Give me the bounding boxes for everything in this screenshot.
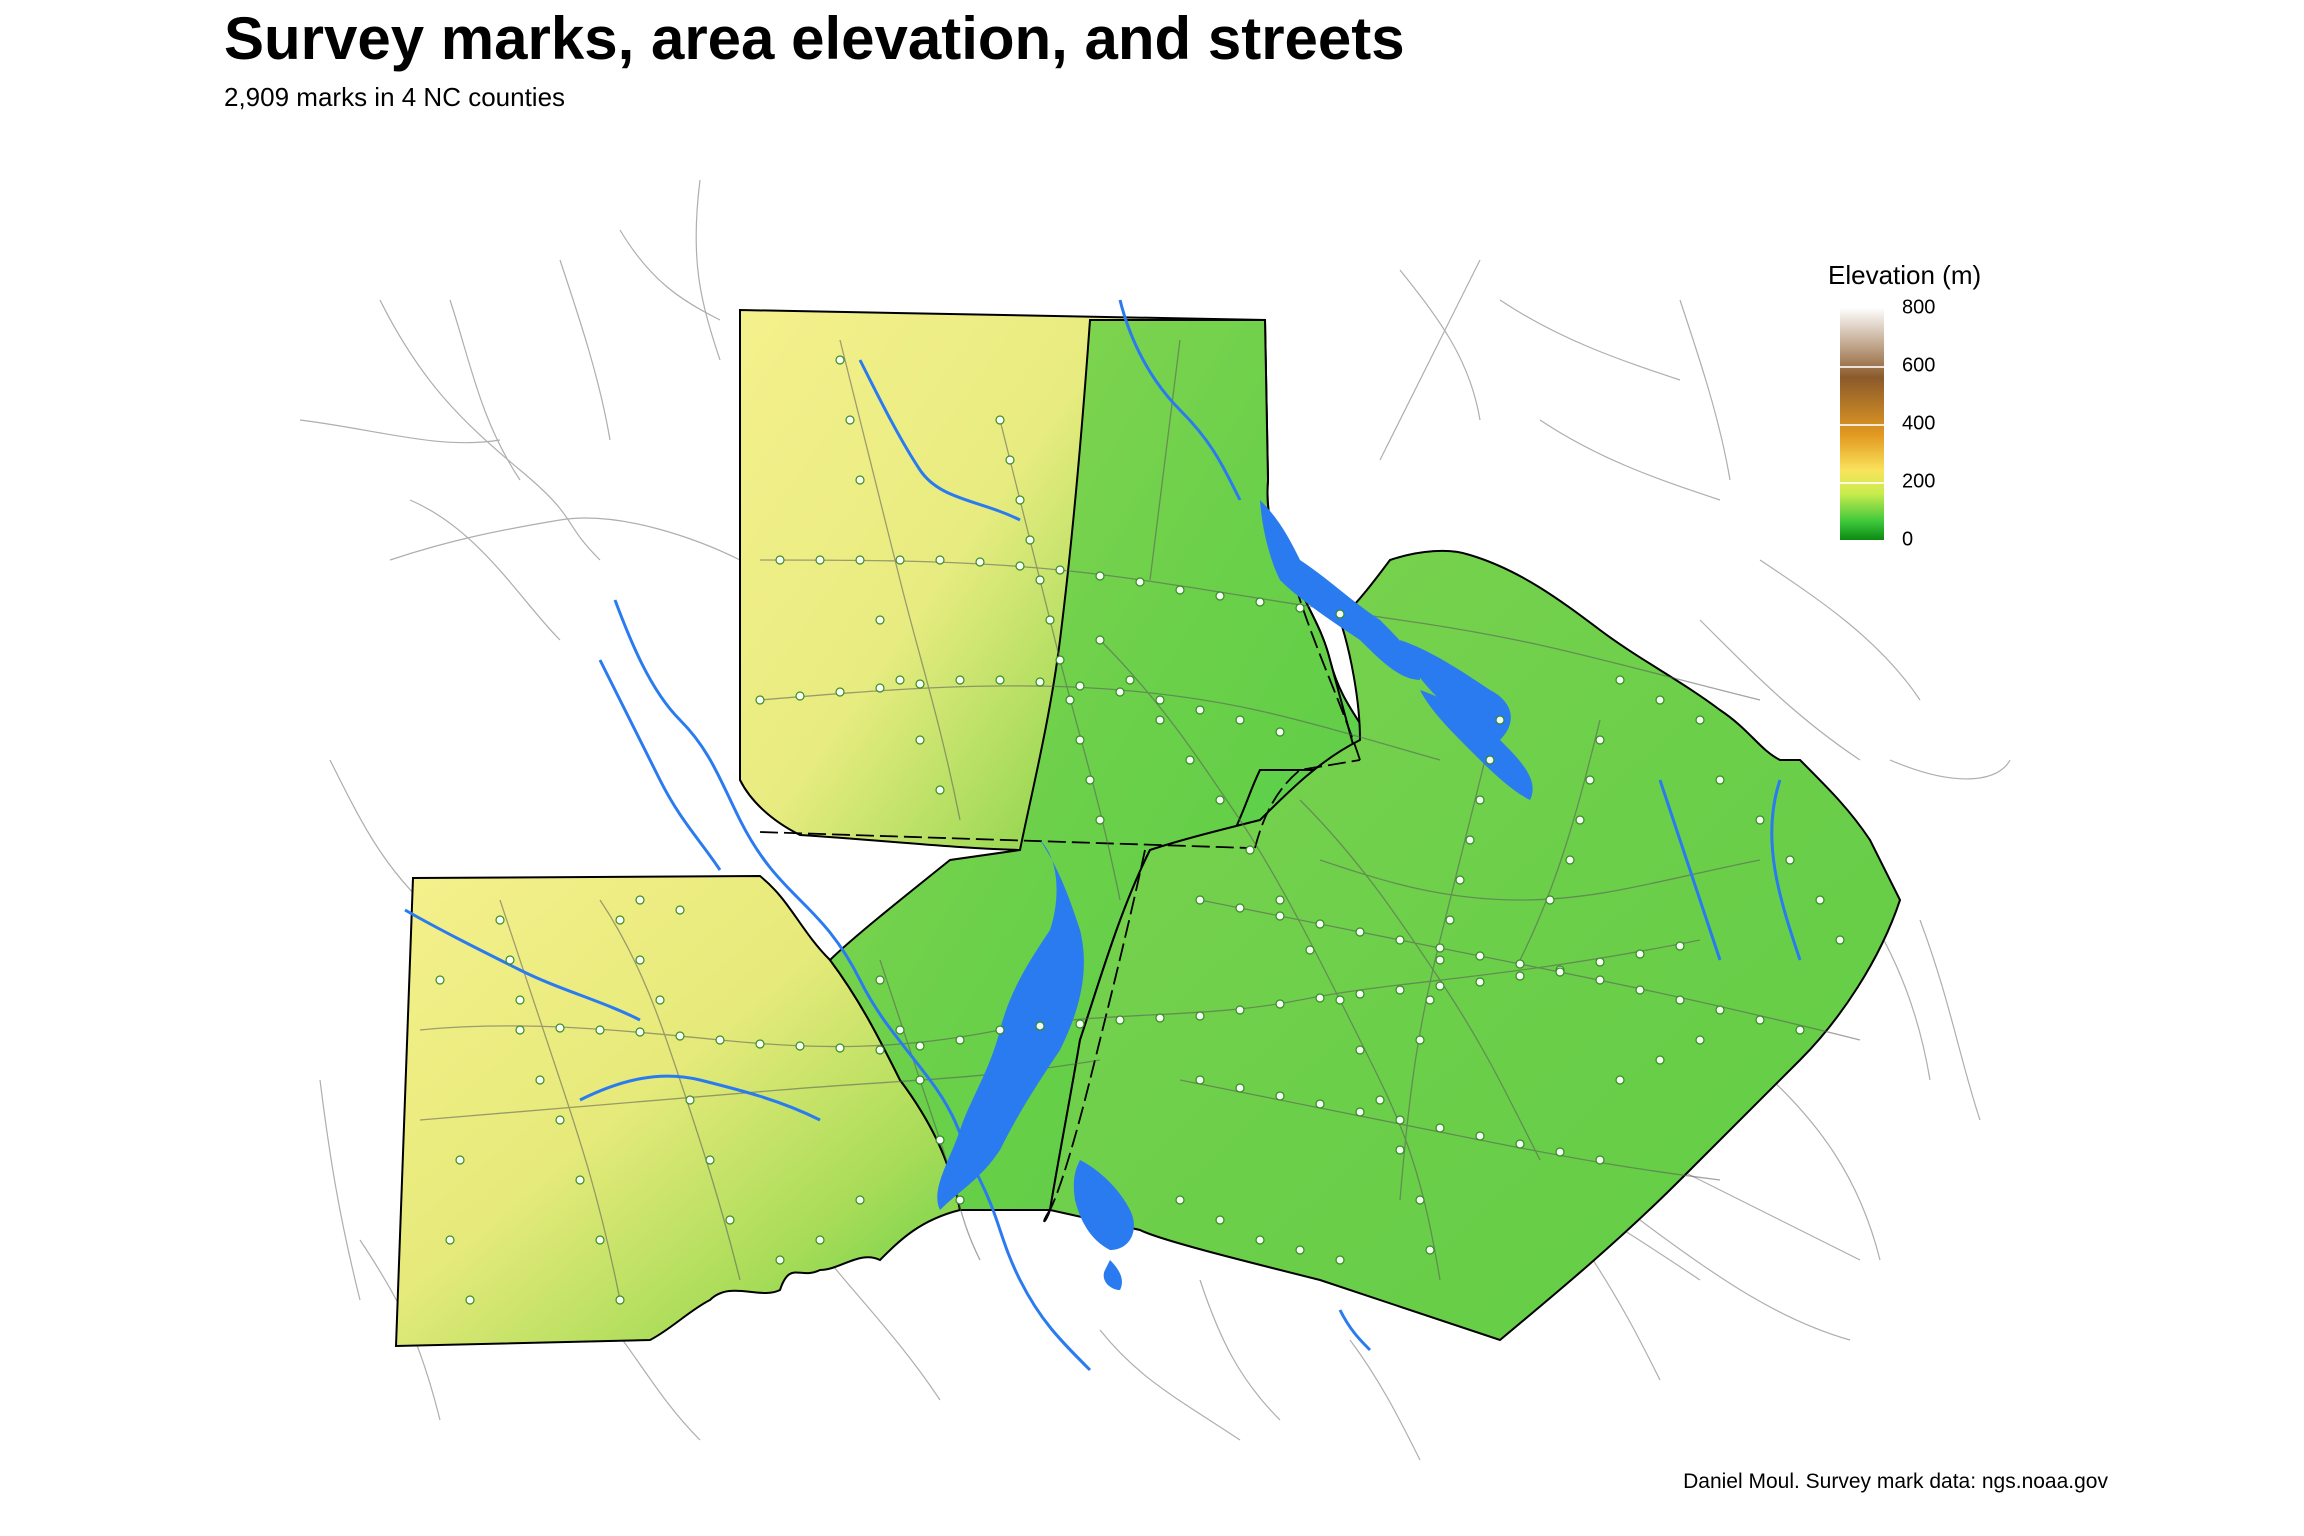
page-title: Survey marks, area elevation, and street… (224, 5, 1405, 72)
legend-tick-label: 400 (1902, 412, 1936, 435)
legend-title: Elevation (m) (1828, 260, 1982, 290)
lake-falls-east (1400, 640, 1511, 740)
legend-tick-label: 0 (1902, 528, 1914, 551)
lake-jordan (937, 840, 1084, 1210)
legend-tick-mark (1840, 424, 1884, 426)
lake-reservoir-south (1103, 1260, 1122, 1290)
county-east (1048, 549, 1902, 1342)
elevation-legend: Elevation (m) 800 600 400 200 0 (1828, 260, 2028, 560)
legend-tick-label: 800 (1902, 296, 1936, 319)
source-caption: Daniel Moul. Survey mark data: ngs.noaa.… (1683, 1470, 2108, 1493)
lake-falls-ext (1420, 690, 1533, 800)
survey-marks (435, 355, 1845, 1305)
lake-harris (1073, 1160, 1134, 1250)
legend-tick-mark (1840, 482, 1884, 484)
county-polygons (394, 308, 1902, 1348)
lakes (937, 500, 1533, 1290)
page-subtitle: 2,909 marks in 4 NC counties (224, 82, 566, 112)
legend-tick-mark (1840, 366, 1884, 368)
legend-tick-label: 600 (1902, 354, 1936, 377)
legend-tick-label: 200 (1902, 470, 1936, 493)
water-features (404, 299, 1802, 1372)
lake-falls (1260, 500, 1420, 680)
